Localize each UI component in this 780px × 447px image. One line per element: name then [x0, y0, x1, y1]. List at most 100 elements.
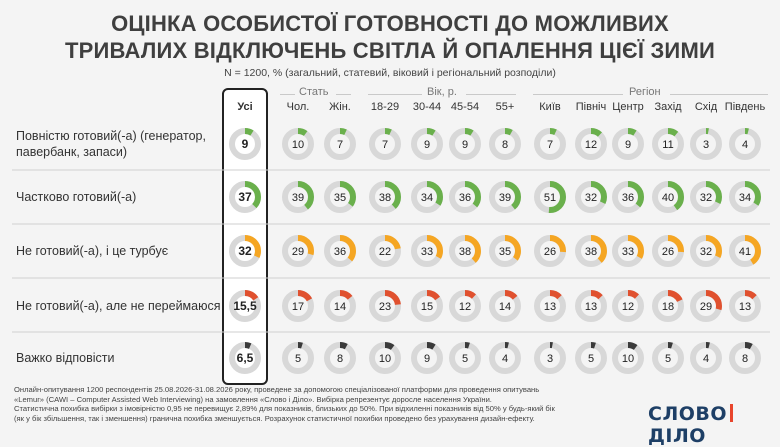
donut-value-arc [534, 290, 566, 322]
donut-r3-c6: 14 [489, 290, 521, 322]
donut-value-arc [449, 290, 481, 322]
donut-value-arc [369, 290, 401, 322]
donut-r3-c0: 15,5 [229, 290, 261, 322]
donut-r4-c7: 3 [534, 342, 566, 374]
column-header-6: 55+ [495, 101, 515, 113]
donut-r0-c9: 9 [612, 128, 644, 160]
donut-value-arc [534, 181, 566, 213]
donut-label: 10 [379, 353, 391, 365]
donut-r4-c2: 8 [324, 342, 356, 374]
donut-label: 36 [622, 192, 634, 204]
donut-r0-c0: 9 [229, 128, 261, 160]
donut-value-arc [534, 128, 566, 160]
donut-label: 34 [421, 192, 433, 204]
donut-value-arc [369, 181, 401, 213]
donut-label: 9 [462, 139, 468, 151]
row-label-3-line-0: Не готовий(-а), але не переймаюся [16, 299, 221, 313]
donut-value-arc [534, 235, 566, 267]
donut-r0-c10: 11 [652, 128, 684, 160]
donut-value-arc [411, 235, 443, 267]
donut-label: 36 [459, 192, 471, 204]
donut-value-arc [324, 342, 356, 374]
donut-value-arc [690, 128, 722, 160]
donut-value-arc [575, 290, 607, 322]
donut-label: 38 [585, 246, 597, 258]
donut-label: 17 [292, 301, 304, 313]
donut-r3-c5: 12 [449, 290, 481, 322]
donut-value-arc [489, 128, 521, 160]
donut-label: 8 [502, 139, 508, 151]
donut-value-arc [449, 181, 481, 213]
donut-r0-c7: 7 [534, 128, 566, 160]
donut-label: 15 [421, 301, 433, 313]
donut-r3-c3: 23 [369, 290, 401, 322]
donut-r0-c5: 9 [449, 128, 481, 160]
donut-value-arc [652, 181, 684, 213]
donut-label: 22 [379, 246, 391, 258]
donut-r0-c1: 10 [282, 128, 314, 160]
donut-r1-c11: 32 [690, 181, 722, 213]
donut-label: 5 [588, 353, 594, 365]
donut-label: 4 [703, 353, 709, 365]
donut-value-arc [229, 181, 261, 213]
donut-value-arc [411, 181, 443, 213]
donut-value-arc [489, 342, 521, 374]
donut-value-arc [729, 342, 761, 374]
donut-value-arc [282, 181, 314, 213]
donut-label: 29 [292, 246, 304, 258]
donut-label: 8 [742, 353, 748, 365]
donut-value-arc [369, 342, 401, 374]
donut-value-arc [612, 342, 644, 374]
donut-label: 7 [337, 139, 343, 151]
donut-label: 5 [665, 353, 671, 365]
group-label-gender: Стать [299, 86, 329, 98]
donut-label: 9 [242, 137, 249, 151]
row-label-0-line-1: павербанк, запаси) [16, 145, 128, 159]
row-label-0: Повністю готовий(-а) (генератор, павербан… [16, 128, 206, 160]
donut-r4-c9: 10 [612, 342, 644, 374]
column-header-11: Схід [694, 101, 718, 113]
donut-label: 15,5 [233, 299, 257, 313]
donut-value-arc [324, 290, 356, 322]
row-label-0-line-0: Повністю готовий(-а) (генератор, [16, 129, 206, 143]
donut-value-arc [324, 235, 356, 267]
column-header-2: Жін. [329, 101, 351, 113]
donut-value-arc [229, 342, 261, 374]
slovo-i-dilo-logo: СЛОВОДІЛО [648, 403, 780, 447]
donut-r4-c12: 8 [729, 342, 761, 374]
donut-label: 39 [499, 192, 511, 204]
donut-label: 13 [585, 301, 597, 313]
donut-label: 4 [502, 353, 508, 365]
donut-label: 8 [337, 353, 343, 365]
donut-r2-c1: 29 [282, 235, 314, 267]
donut-value-arc [690, 290, 722, 322]
donut-value-arc [575, 128, 607, 160]
donut-label: 40 [662, 192, 674, 204]
donut-r1-c4: 34 [411, 181, 443, 213]
donut-r3-c10: 18 [652, 290, 684, 322]
donut-r2-c9: 33 [612, 235, 644, 267]
donut-value-arc [575, 181, 607, 213]
donut-label: 39 [292, 192, 304, 204]
donut-value-arc [324, 181, 356, 213]
donut-value-arc [729, 128, 761, 160]
donut-value-arc [449, 235, 481, 267]
donut-value-arc [575, 235, 607, 267]
donut-value-arc [489, 235, 521, 267]
donut-r2-c5: 38 [449, 235, 481, 267]
donut-r1-c3: 38 [369, 181, 401, 213]
donut-r2-c4: 33 [411, 235, 443, 267]
donut-value-arc [449, 342, 481, 374]
donut-label: 5 [295, 353, 301, 365]
donut-value-arc [369, 128, 401, 160]
footer-line-3: Статистична похибка вибірки з імовірніст… [14, 404, 555, 413]
row-label-1-line-0: Частково готовий(-а) [16, 190, 137, 204]
donut-label: 3 [547, 353, 553, 365]
donut-r3-c1: 17 [282, 290, 314, 322]
donut-value-arc [690, 342, 722, 374]
donut-r4-c11: 4 [690, 342, 722, 374]
donut-label: 5 [462, 353, 468, 365]
donut-r4-c5: 5 [449, 342, 481, 374]
donut-label: 36 [334, 246, 346, 258]
donut-label: 9 [625, 139, 631, 151]
